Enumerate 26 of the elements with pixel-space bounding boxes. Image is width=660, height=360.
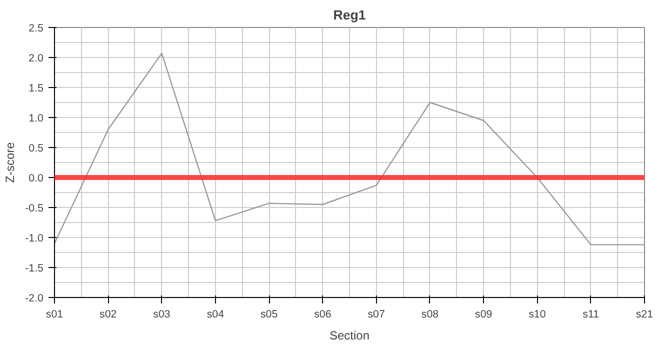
chart-title: Reg1: [333, 8, 366, 22]
y-tick-label: 2.0: [28, 52, 44, 64]
x-tick-label: s04: [206, 308, 224, 320]
y-tick-label: -0.5: [25, 202, 44, 214]
y-tick-label: -2.0: [25, 292, 44, 304]
x-tick-label: s10: [528, 308, 546, 320]
x-tick-label: s08: [421, 308, 439, 320]
y-tick-label: 1.0: [28, 112, 44, 124]
y-tick-label: 2.5: [28, 22, 44, 34]
x-axis-title: Section: [329, 328, 370, 342]
x-tick-label: s09: [475, 308, 492, 320]
x-tick-label: s21: [636, 308, 654, 320]
y-tick-label: -1.5: [25, 262, 44, 274]
line-series: [54, 52, 644, 246]
y-tick-label: 1.5: [28, 82, 44, 94]
x-tick-label: s11: [582, 308, 600, 320]
x-tick-label: s02: [100, 308, 117, 320]
x-tick-label: s05: [260, 308, 278, 320]
x-tick-label: s06: [314, 308, 332, 320]
x-tick-label: s03: [153, 308, 170, 320]
x-tick-label: s07: [368, 308, 385, 320]
y-tick-label: 0.0: [28, 172, 44, 184]
y-tick-label: 0.5: [28, 142, 44, 154]
y-tick-label: -1.0: [25, 232, 44, 244]
x-tick-label: s01: [46, 308, 64, 320]
y-axis-title: Z-score: [3, 142, 18, 183]
